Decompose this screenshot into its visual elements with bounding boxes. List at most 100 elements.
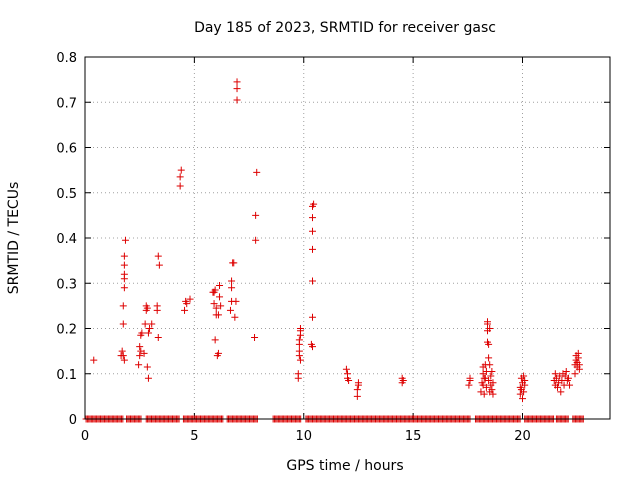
data-point [233,85,241,93]
data-point [214,311,222,319]
data-point [251,334,259,342]
data-point [216,293,224,301]
data-point [296,325,304,332]
data-point [310,200,318,208]
data-point [252,211,260,219]
data-point [295,352,303,360]
x-tick-label: 0 [81,429,89,444]
data-point [176,182,184,190]
data-point [118,347,126,355]
data-point [212,304,220,312]
data-point [183,300,191,308]
data-point [181,306,189,314]
data-point [554,383,561,391]
data-point [211,286,219,294]
data-point [138,329,146,337]
data-point [520,388,528,396]
data-point [309,343,316,351]
data-point [479,381,487,389]
data-point [214,349,222,357]
x-tick-label: 5 [190,429,198,444]
data-point [119,352,127,360]
data-point [233,78,241,86]
data-point [228,284,236,292]
data-point [557,388,565,396]
data-point [253,168,261,176]
data-point [295,336,303,344]
x-axis-label: GPS time / hours [286,458,403,474]
data-point [519,395,526,403]
data-point [487,372,495,380]
data-point [136,343,144,351]
data-point [466,374,474,382]
data-point [571,370,579,378]
data-point [489,390,497,398]
data-point [485,340,493,348]
data-point [520,372,528,380]
x-tick-label: 15 [405,429,422,444]
data-point [120,270,128,278]
data-point [119,320,127,328]
data-point [143,304,151,312]
data-point [120,261,128,269]
data-point [309,227,316,235]
data-point [342,365,350,373]
data-point [119,302,127,310]
data-point [121,236,129,244]
data-point [217,302,225,310]
data-point [90,356,98,364]
y-tick-label: 0.1 [56,368,77,383]
data-point [488,386,496,394]
data-point [309,214,316,222]
data-point [486,361,494,369]
data-point [309,277,316,285]
data-point [480,390,488,398]
chart-title: Day 185 of 2023, SRMTID for receiver gas… [194,20,496,36]
data-point [521,377,529,385]
data-point [252,236,260,244]
data-point [574,349,582,357]
data-point [146,325,154,332]
data-point [353,392,361,400]
x-tick-label: 10 [295,429,312,444]
data-point [177,166,185,174]
data-point [485,377,493,385]
data-point [144,329,152,337]
data-point [211,336,219,344]
data-point [226,306,234,314]
data-point [480,374,488,382]
data-point [141,320,149,328]
grid [85,57,610,419]
data-point [153,306,161,314]
data-point [230,259,238,267]
data-point [120,252,128,260]
y-tick-label: 0.7 [56,96,77,111]
data-point [154,334,162,342]
data-point [575,365,583,373]
data-point [489,379,497,387]
data-point [148,320,156,328]
data-point [232,297,240,305]
data-point [296,356,304,364]
data-point [564,374,572,382]
data-point [120,356,128,364]
data-point [120,284,128,292]
y-tick-label: 0.6 [56,142,77,157]
data-point [309,245,316,253]
data-point [309,313,316,321]
data-point [294,370,302,378]
data-point [186,295,194,303]
plot-border [84,56,611,420]
x-tick-label: 20 [514,429,531,444]
ticks: 0 0.1 0.2 0.3 0.4 0.5 0.6 0.7 0.8 0 5 10 15 20 [56,51,610,444]
data-point [353,386,361,394]
data-point [233,96,241,104]
data-point [231,313,239,321]
y-axis-label: SRMTID / TECUs [6,182,22,295]
data-points [82,78,587,423]
y-tick-label: 0.5 [56,187,77,202]
data-point [143,363,151,371]
data-point [488,367,496,375]
y-tick-label: 0.4 [56,232,77,247]
